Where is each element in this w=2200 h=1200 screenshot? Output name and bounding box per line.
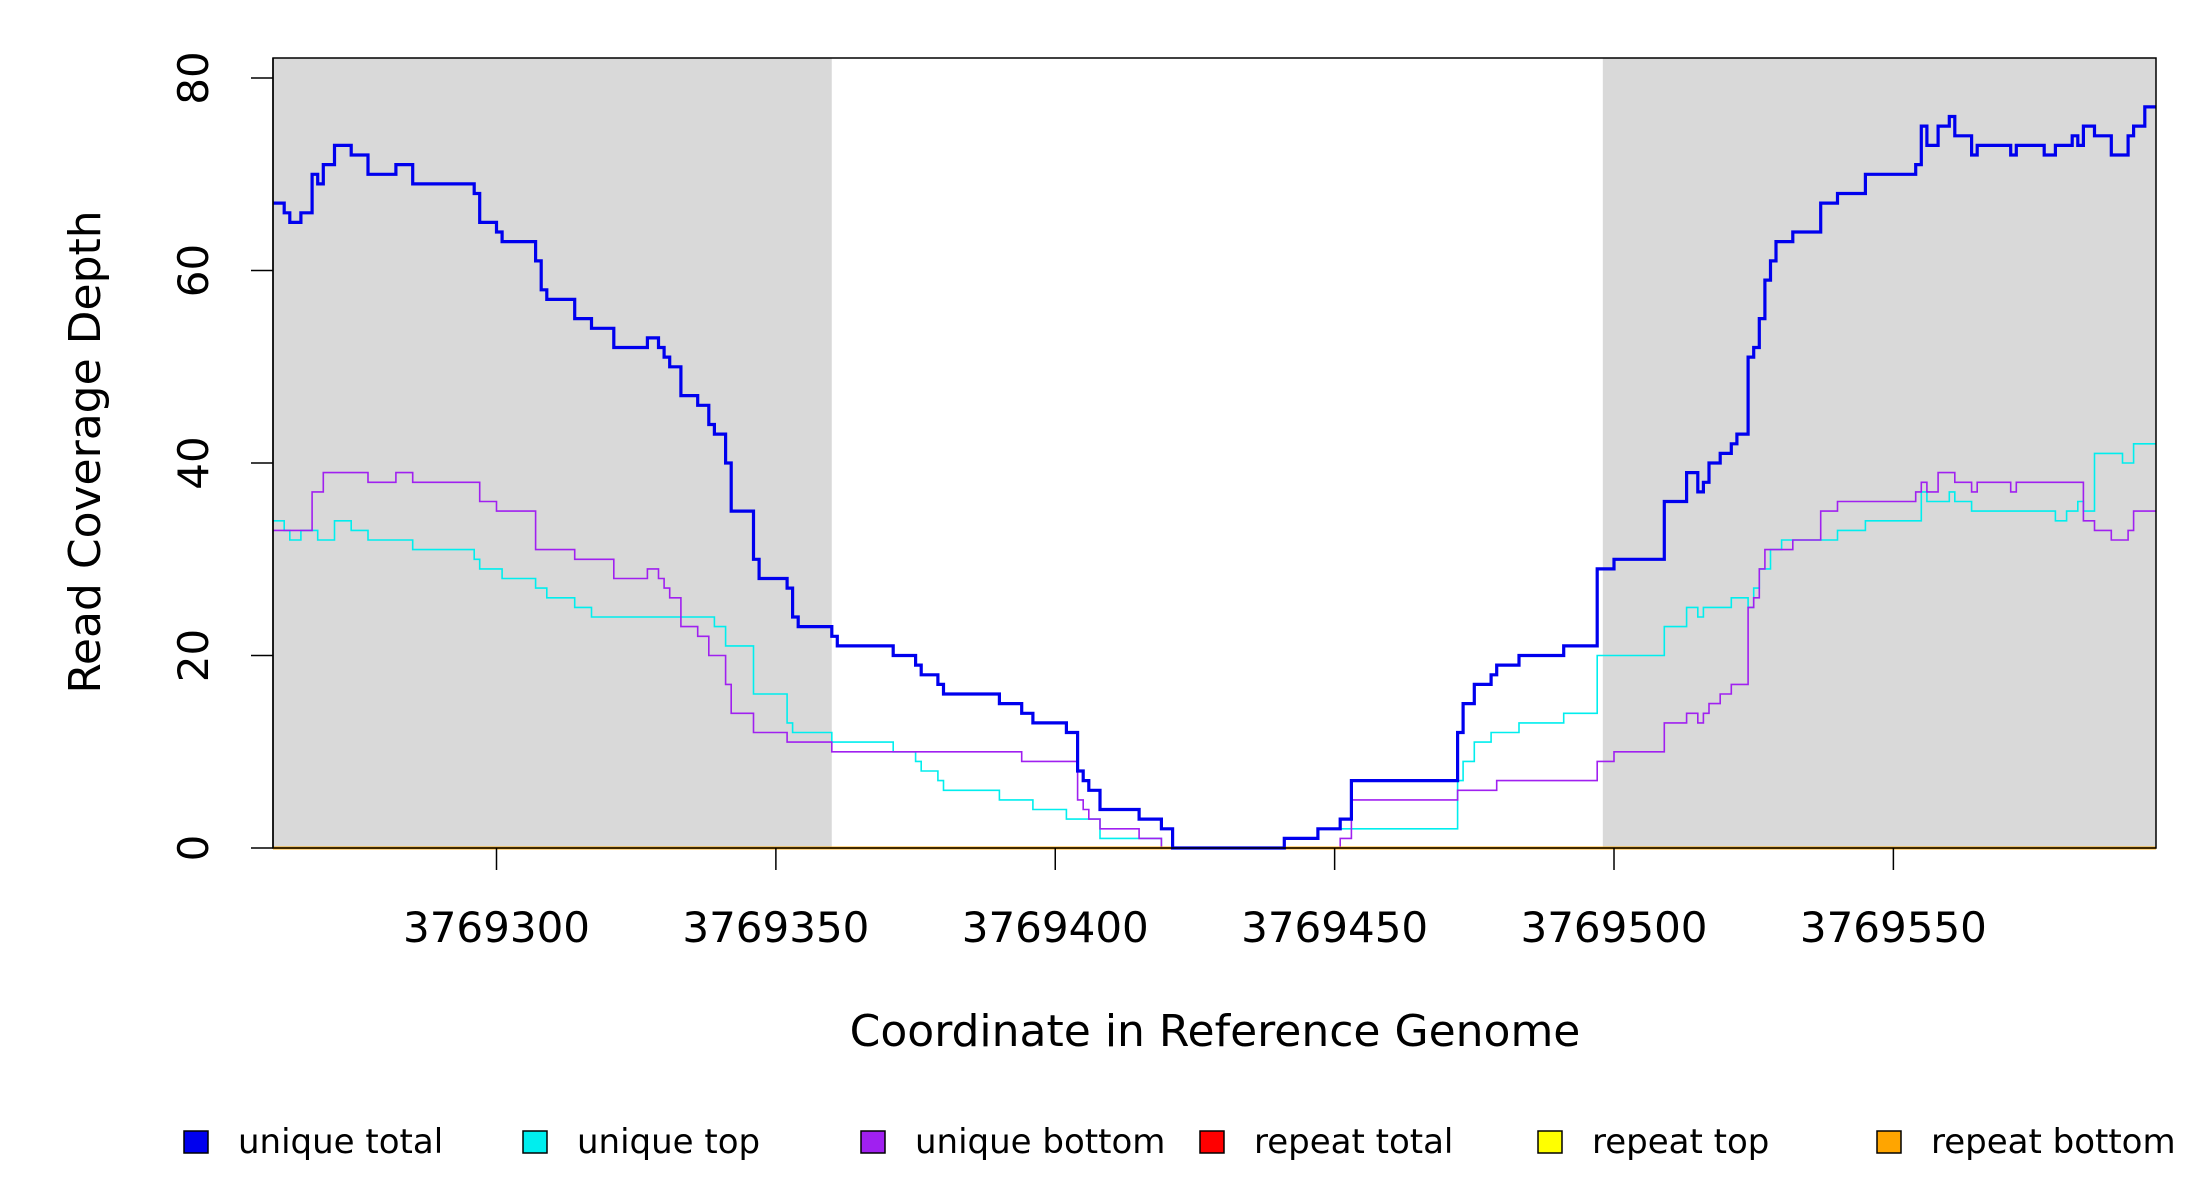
legend-swatch: [183, 1130, 209, 1154]
legend-label: unique total: [238, 1122, 443, 1162]
legend-item: repeat bottom: [1876, 1122, 2176, 1162]
shaded-regions: [273, 58, 2156, 848]
series-line-unique-bottom: [273, 471, 2156, 849]
x-axis: 3769300 3769350 3769400 3769450 3769500 37695…: [403, 848, 1987, 952]
legend-item: repeat total: [1199, 1122, 1453, 1162]
legend-label: unique top: [577, 1122, 760, 1162]
x-axis-label: Coordinate in Reference Genome: [850, 1006, 1581, 1057]
shaded-region: [273, 58, 832, 848]
legend-swatch: [1537, 1130, 1563, 1154]
legend-label: repeat top: [1592, 1122, 1769, 1162]
legend-swatch: [1876, 1130, 1902, 1154]
y-tick-label: 60: [169, 244, 218, 297]
x-tick-label: 3769500: [1520, 903, 1707, 952]
legend-item: unique total: [183, 1122, 443, 1162]
legend-item: repeat top: [1537, 1122, 1769, 1162]
legend: unique total unique top unique bottom repea…: [183, 1122, 2176, 1162]
x-tick-label: 3769350: [682, 903, 869, 952]
legend-label: repeat bottom: [1931, 1122, 2176, 1162]
legend-label: repeat total: [1254, 1122, 1453, 1162]
legend-label: unique bottom: [915, 1122, 1165, 1162]
x-tick-label: 3769300: [403, 903, 590, 952]
legend-item: unique top: [522, 1122, 760, 1162]
legend-swatch: [522, 1130, 548, 1154]
x-tick-label: 3769550: [1800, 903, 1987, 952]
legend-swatch: [1199, 1130, 1225, 1154]
y-axis-label: Read Coverage Depth: [60, 210, 111, 693]
y-tick-label: 0: [169, 835, 218, 862]
shaded-region: [1602, 58, 2156, 848]
series-line-unique-total: [273, 105, 2156, 850]
x-tick-label: 3769450: [1241, 903, 1428, 952]
legend-item: unique bottom: [860, 1122, 1165, 1162]
y-tick-label: 20: [169, 629, 218, 682]
y-tick-label: 40: [169, 436, 218, 489]
y-tick-label: 80: [169, 51, 218, 104]
y-axis: 0 20 40 60 80: [169, 51, 274, 862]
legend-swatch: [860, 1130, 886, 1154]
x-tick-label: 3769400: [962, 903, 1149, 952]
